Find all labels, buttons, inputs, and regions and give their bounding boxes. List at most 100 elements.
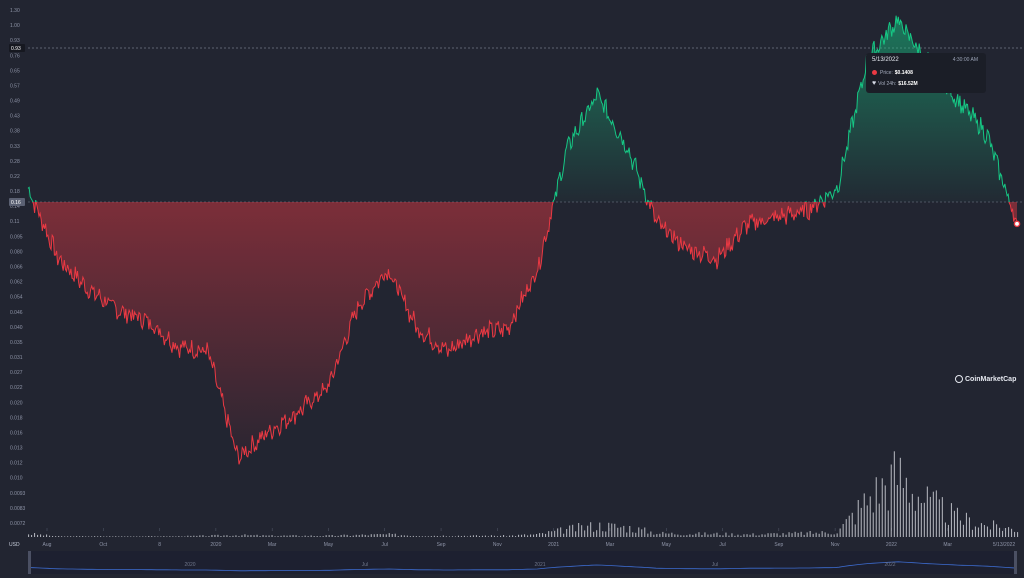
- volume-bar: [779, 535, 781, 537]
- tooltip-date: 5/13/2022: [872, 57, 899, 63]
- x-tick-label: 2020: [210, 542, 221, 548]
- volume-bar: [379, 534, 381, 537]
- y-tick-label: 0.57: [10, 83, 20, 89]
- volume-bar: [67, 536, 69, 537]
- volume-bar: [388, 533, 390, 537]
- volume-bar: [518, 534, 520, 537]
- volume-bar: [493, 535, 495, 537]
- volume-bar: [602, 531, 604, 537]
- volume-bar: [947, 524, 949, 537]
- volume-bar: [367, 535, 369, 537]
- volume-heart-icon: ♥: [872, 80, 877, 87]
- volume-bar: [55, 536, 57, 537]
- volume-bar: [941, 497, 943, 537]
- volume-bar: [316, 536, 318, 537]
- volume-bar: [725, 532, 727, 537]
- volume-bar: [217, 534, 219, 537]
- volume-bar: [28, 534, 30, 537]
- volume-bar: [136, 536, 138, 537]
- navigator-label: Jul: [362, 562, 368, 568]
- volume-bar: [478, 536, 480, 537]
- volume-bar: [319, 536, 321, 537]
- volume-bar: [785, 534, 787, 537]
- volume-bar: [962, 524, 964, 537]
- volume-bar: [112, 536, 114, 537]
- volume-bar: [551, 531, 553, 537]
- volume-bar: [818, 533, 820, 537]
- volume-bar: [100, 536, 102, 537]
- volume-bar: [325, 535, 327, 537]
- volume-bar: [866, 505, 868, 537]
- volume-bar: [289, 535, 291, 537]
- brand-watermark: CoinMarketCap: [955, 375, 1016, 383]
- volume-bar: [599, 522, 601, 537]
- volume-bar: [277, 536, 279, 537]
- volume-bar: [950, 503, 952, 537]
- x-tick-label: 8: [158, 542, 161, 548]
- volume-bar: [863, 493, 865, 537]
- reference-price-tag: [9, 198, 25, 206]
- volume-bar: [88, 536, 90, 537]
- volume-bar: [73, 536, 75, 537]
- volume-bar: [890, 464, 892, 537]
- volume-bar: [515, 536, 517, 537]
- volume-bar: [361, 534, 363, 537]
- volume-bar: [872, 512, 874, 537]
- x-tick-label: Jul: [382, 542, 388, 548]
- volume-bar: [743, 534, 745, 537]
- volume-bar: [800, 531, 802, 537]
- volume-bar: [938, 499, 940, 537]
- volume-bar: [620, 527, 622, 537]
- volume-bar: [1008, 527, 1010, 537]
- volume-bar: [737, 534, 739, 537]
- y-tick-label: 0.28: [10, 159, 20, 165]
- volume-bar: [614, 523, 616, 537]
- volume-bar: [500, 535, 502, 537]
- volume-bar: [241, 535, 243, 537]
- down-area-fill: [28, 202, 1017, 465]
- volume-bar: [268, 535, 270, 537]
- volume-bar: [295, 535, 297, 537]
- volume-bar: [917, 496, 919, 537]
- y-tick-label: 1.00: [10, 23, 20, 29]
- volume-bar: [103, 536, 105, 537]
- volume-bar: [121, 536, 123, 537]
- volume-bar: [587, 525, 589, 537]
- volume-bar: [752, 533, 754, 537]
- volume-bar: [91, 536, 93, 537]
- y-tick-label: 0.054: [10, 295, 23, 301]
- tooltip-time: 4:30:00 AM: [952, 57, 978, 63]
- volume-bar: [713, 533, 715, 537]
- volume-bar: [641, 529, 643, 537]
- tooltip-volume-value: $16.52M: [898, 80, 918, 87]
- volume-bar: [280, 535, 282, 537]
- volume-bar: [229, 536, 231, 537]
- volume-bar: [448, 536, 450, 537]
- volume-bar: [965, 512, 967, 537]
- volume-bar: [569, 525, 571, 537]
- volume-bar: [758, 535, 760, 537]
- volume-bar: [584, 530, 586, 537]
- volume-bar: [626, 532, 628, 537]
- volume-bar: [530, 534, 532, 537]
- volume-bar: [722, 535, 724, 537]
- volume-bar: [202, 535, 204, 537]
- x-tick-label: Oct: [99, 542, 107, 548]
- volume-bar: [64, 536, 66, 537]
- volume-bar: [310, 535, 312, 537]
- volume-bar: [424, 536, 426, 537]
- volume-bar: [313, 536, 315, 537]
- volume-bar: [689, 534, 691, 537]
- volume-bar: [274, 536, 276, 537]
- y-tick-label: 0.22: [10, 174, 20, 180]
- crosshair-price-label: 0.93: [11, 46, 21, 52]
- y-tick-label: 0.020: [10, 400, 23, 406]
- volume-bar: [674, 534, 676, 537]
- reference-price-label: 0.16: [11, 200, 21, 206]
- volume-bar: [905, 477, 907, 537]
- volume-bar: [400, 535, 402, 537]
- volume-bar: [220, 536, 222, 537]
- volume-bar: [472, 535, 474, 537]
- volume-bar: [542, 533, 544, 537]
